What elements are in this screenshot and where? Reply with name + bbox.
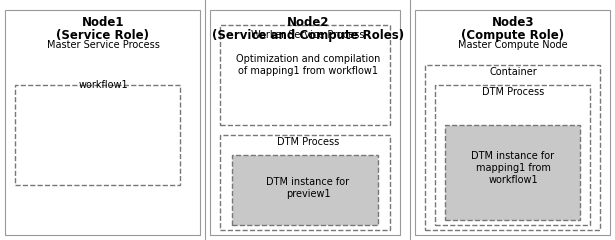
Text: DTM Process: DTM Process — [277, 137, 339, 147]
Text: Worker Service Process: Worker Service Process — [252, 30, 365, 40]
Text: (Service and Compute Roles): (Service and Compute Roles) — [212, 29, 404, 42]
Text: (Compute Role): (Compute Role) — [461, 29, 565, 42]
Text: DTM Process: DTM Process — [482, 87, 544, 97]
Text: Node2: Node2 — [287, 16, 329, 29]
Text: Node3: Node3 — [492, 16, 534, 29]
Bar — [5, 10, 200, 235]
Text: (Service Role): (Service Role) — [57, 29, 149, 42]
Text: Master Compute Node: Master Compute Node — [458, 40, 568, 50]
Bar — [435, 85, 590, 225]
Bar — [220, 135, 390, 230]
Bar — [415, 10, 610, 235]
Bar — [15, 85, 180, 185]
Bar — [232, 155, 378, 225]
Text: DTM instance for
mapping1 from
workflow1: DTM instance for mapping1 from workflow1 — [472, 151, 555, 185]
Bar — [220, 25, 390, 125]
Text: Container: Container — [489, 67, 537, 77]
Text: Master Service Process: Master Service Process — [47, 40, 159, 50]
Text: DTM instance for
preview1: DTM instance for preview1 — [266, 177, 349, 199]
Text: workflow1: workflow1 — [78, 80, 128, 90]
Text: Optimization and compilation
of mapping1 from workflow1: Optimization and compilation of mapping1… — [236, 54, 380, 76]
Text: Node1: Node1 — [82, 16, 124, 29]
Bar — [210, 10, 400, 235]
Bar — [425, 65, 600, 230]
Bar — [445, 125, 580, 220]
